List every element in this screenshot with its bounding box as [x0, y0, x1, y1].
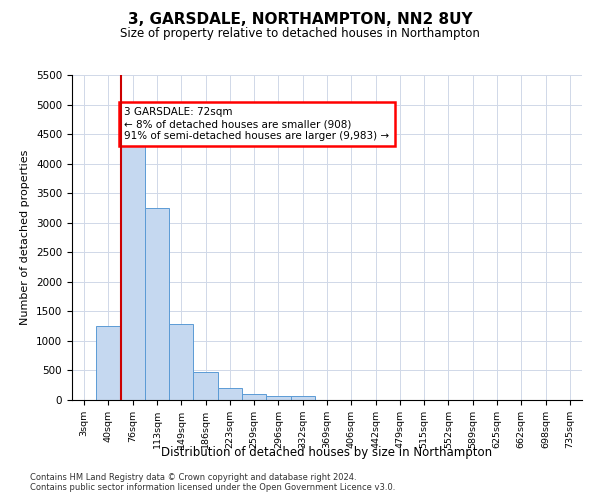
Text: 3, GARSDALE, NORTHAMPTON, NN2 8UY: 3, GARSDALE, NORTHAMPTON, NN2 8UY: [128, 12, 472, 28]
Bar: [193, 372, 218, 400]
Text: Contains HM Land Registry data © Crown copyright and database right 2024.: Contains HM Land Registry data © Crown c…: [30, 473, 356, 482]
Text: 3 GARSDALE: 72sqm
← 8% of detached houses are smaller (908)
91% of semi-detached: 3 GARSDALE: 72sqm ← 8% of detached house…: [124, 108, 389, 140]
Bar: [290, 396, 315, 400]
Text: Contains public sector information licensed under the Open Government Licence v3: Contains public sector information licen…: [30, 483, 395, 492]
Bar: [145, 208, 169, 400]
Bar: [121, 146, 145, 400]
Y-axis label: Number of detached properties: Number of detached properties: [20, 150, 31, 325]
Bar: [242, 394, 266, 400]
Text: Size of property relative to detached houses in Northampton: Size of property relative to detached ho…: [120, 28, 480, 40]
Bar: [169, 324, 193, 400]
Bar: [266, 396, 290, 400]
Bar: [96, 326, 121, 400]
Text: Distribution of detached houses by size in Northampton: Distribution of detached houses by size …: [161, 446, 493, 459]
Bar: [218, 388, 242, 400]
